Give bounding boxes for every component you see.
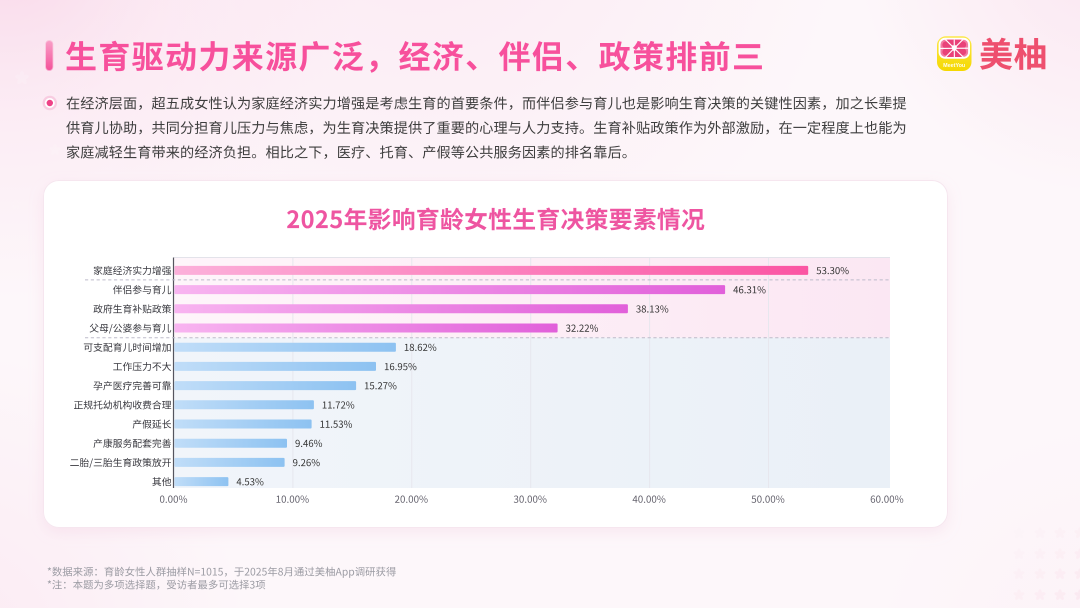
svg-text:MeetYou: MeetYou xyxy=(943,63,965,69)
